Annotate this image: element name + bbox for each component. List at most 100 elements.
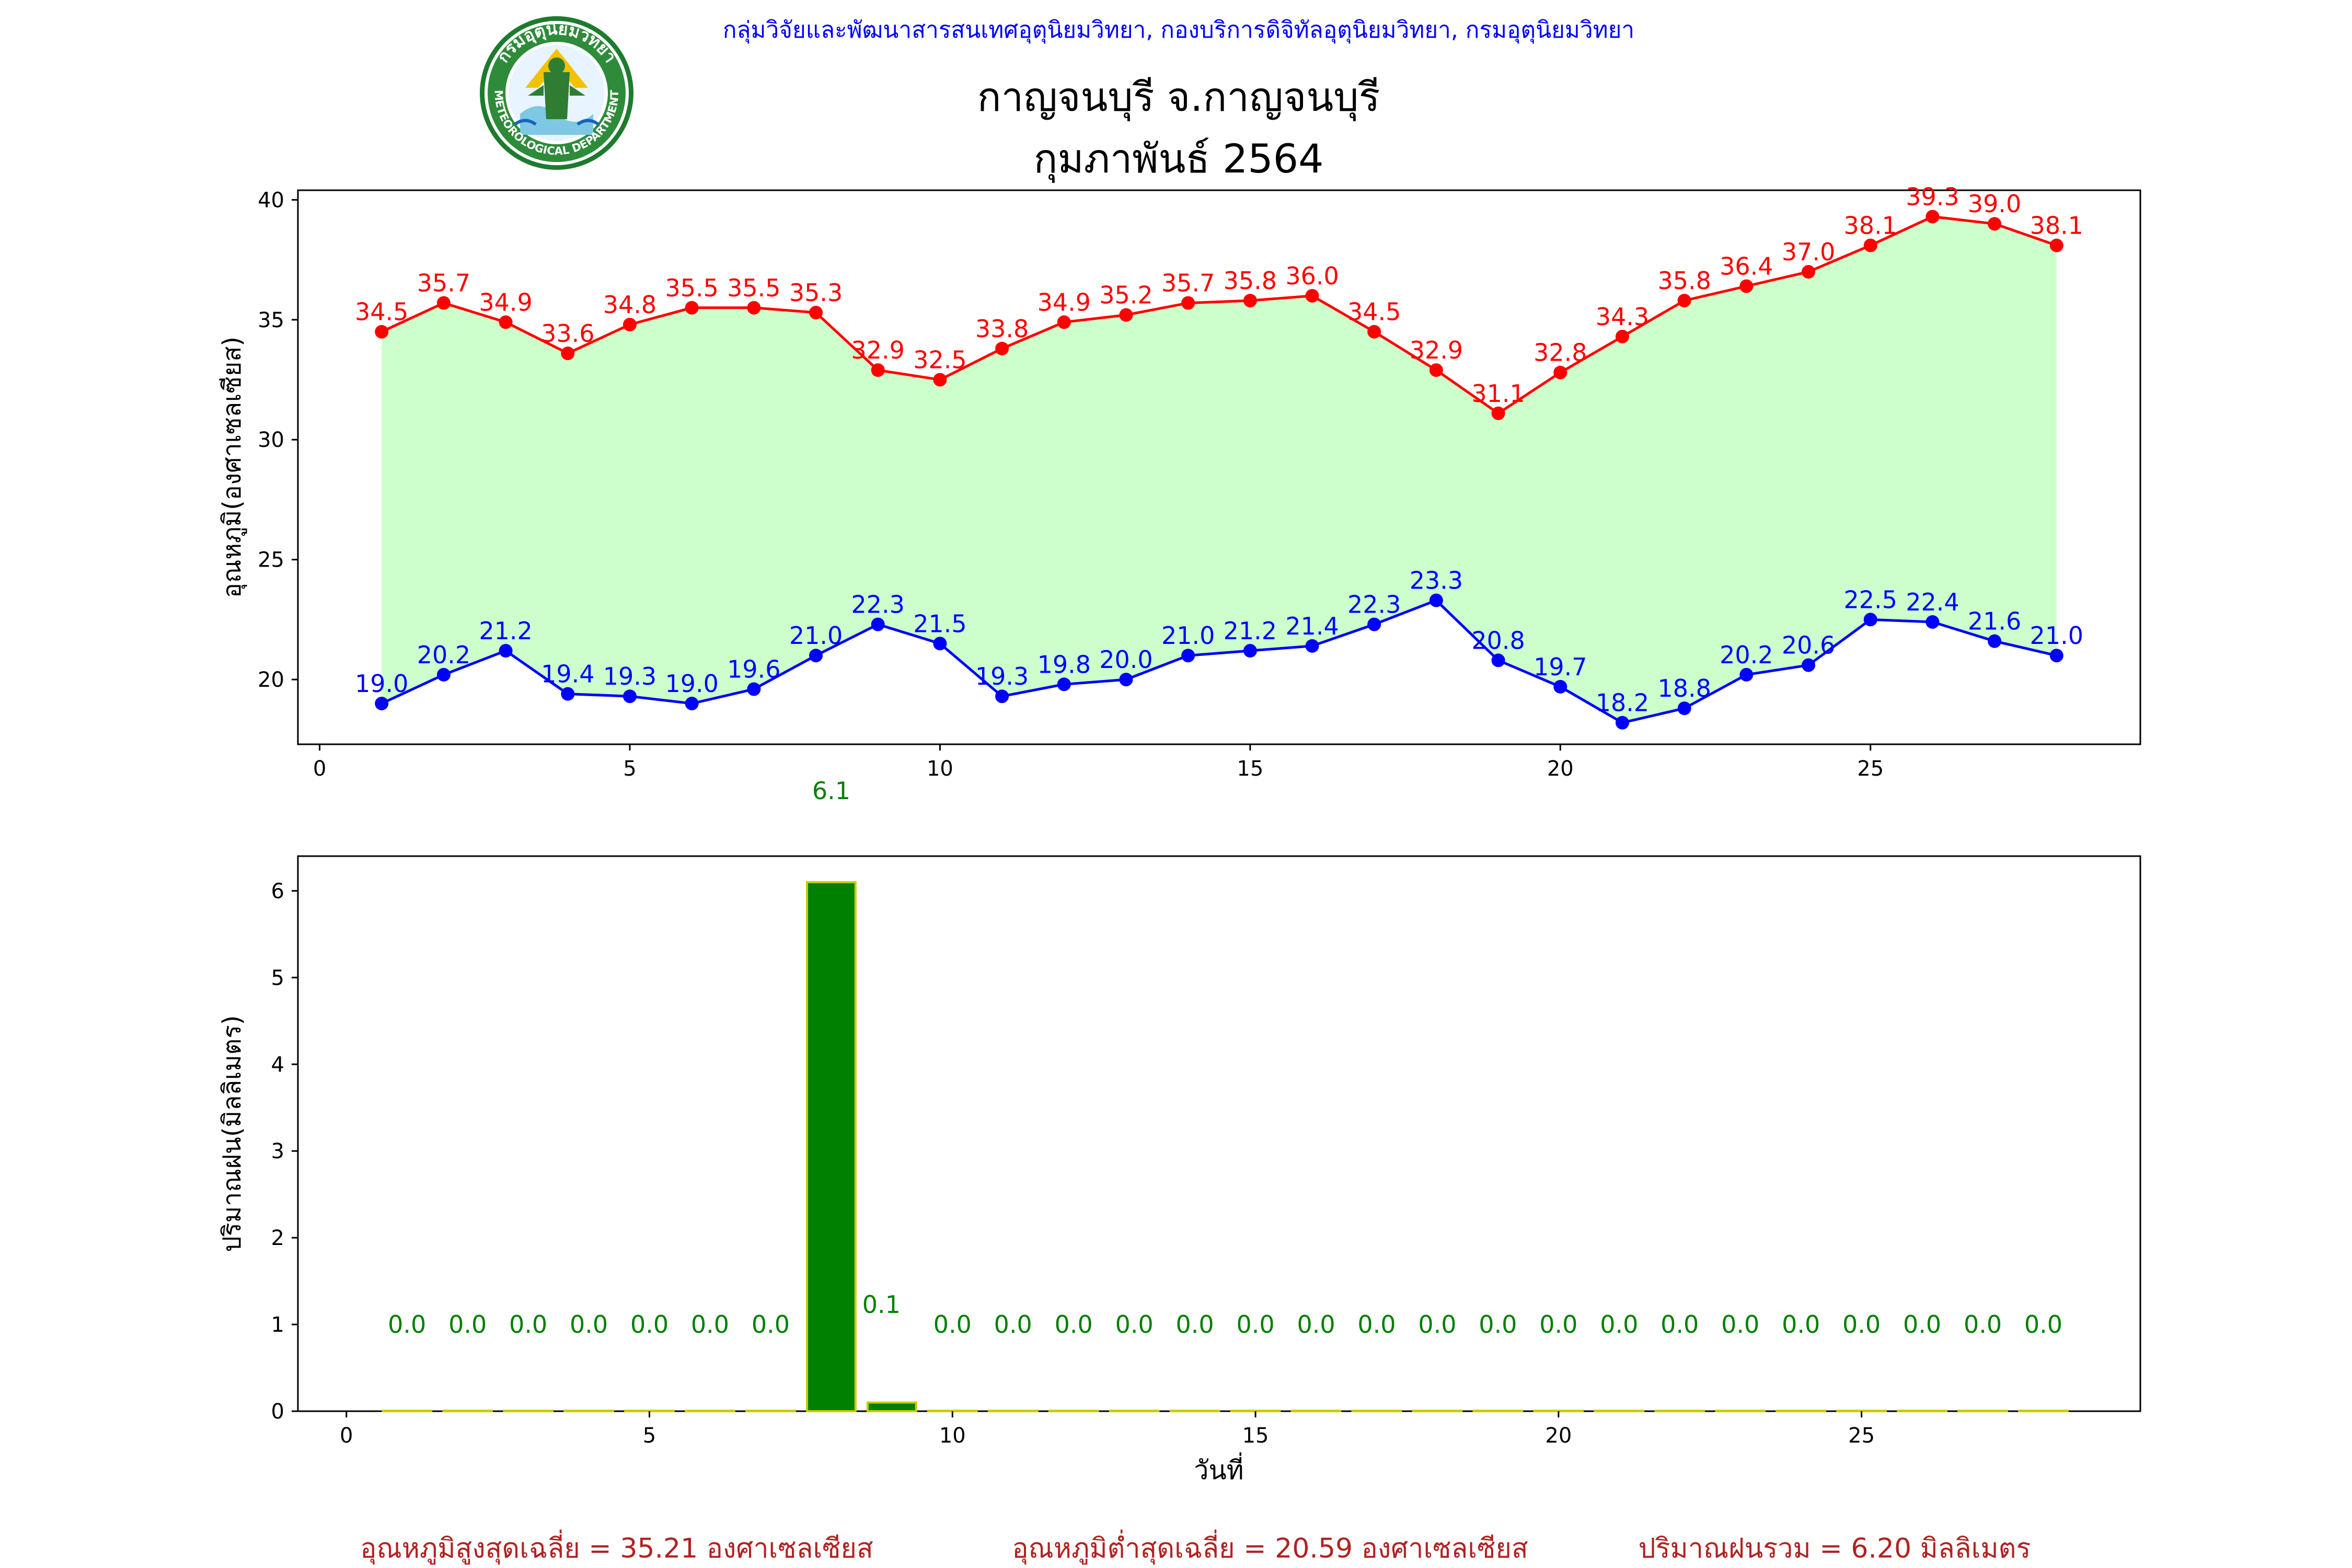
min-temperature-point	[375, 696, 389, 710]
temperature-range-fill	[382, 216, 2057, 723]
min-temperature-point	[1553, 679, 1567, 694]
max-temperature-point	[375, 325, 389, 339]
min-temperature-label: 19.6	[727, 655, 780, 683]
rain-value-label: 0.0	[1176, 1310, 1214, 1339]
temperature-x-tick-label: 10	[927, 757, 953, 781]
rainfall-chart: ปริมาณฝน(มิลลิเมตร) วันที่ 0.0 0.0 0.0 0.0 0…	[217, 777, 2141, 1485]
rain-value-label: 0.0	[1297, 1310, 1335, 1339]
rain-value-label: 0.0	[1479, 1310, 1517, 1339]
min-temperature-label: 22.3	[1347, 591, 1401, 619]
temperature-x-tick-label: 15	[1237, 757, 1263, 781]
min-temperature-point	[436, 667, 451, 682]
min-temperature-point	[1863, 613, 1877, 627]
rain-bar	[806, 881, 857, 1412]
max-temperature-point	[1243, 294, 1257, 308]
rain-value-label: 0.0	[1721, 1310, 1759, 1339]
org-line: กลุ่มวิจัยและพัฒนาสารสนเทศอุตุนิยมวิทยา,…	[723, 17, 1634, 44]
rain-x-tick-label: 25	[1848, 1424, 1875, 1448]
max-temperature-point	[1429, 363, 1443, 377]
max-temperature-point	[1988, 217, 2002, 231]
temperature-x-tick-label: 0	[313, 757, 326, 781]
rain-y-tick-label: 6	[271, 879, 284, 903]
max-temperature-point	[1057, 315, 1071, 329]
min-temperature-point	[747, 682, 761, 696]
rain-value-label: 0.0	[388, 1310, 426, 1339]
meteorological-department-logo: กรมอุตุนิยมวิทยา METEOROLOGICAL DEPARTME…	[480, 16, 633, 170]
temperature-y-tick-label: 20	[258, 668, 284, 692]
min-temperature-point	[1181, 649, 1195, 663]
rain-y-tick-label: 2	[271, 1226, 284, 1250]
rain-y-tick-label: 0	[271, 1400, 284, 1424]
rain-value-label: 0.0	[1418, 1310, 1456, 1339]
max-temperature-label: 34.3	[1596, 303, 1649, 331]
min-temperature-label: 20.0	[1099, 645, 1152, 674]
rain-value-label: 6.1	[812, 777, 850, 805]
max-temperature-label: 35.5	[665, 274, 718, 302]
rain-x-tick-label: 15	[1242, 1424, 1269, 1448]
max-temperature-point	[809, 306, 823, 320]
rain-y-tick-label: 4	[271, 1053, 284, 1077]
max-temperature-label: 32.9	[851, 336, 905, 364]
min-temperature-point	[1615, 716, 1629, 730]
max-temperature-label: 36.4	[1720, 252, 1773, 281]
rain-value-label: 0.0	[1600, 1310, 1638, 1339]
min-temperature-label: 21.0	[2030, 621, 2083, 650]
rain-value-label: 0.0	[994, 1310, 1032, 1339]
min-temperature-point	[1429, 593, 1443, 607]
temperature-x-tick-label: 25	[1857, 757, 1884, 781]
min-temperature-label: 21.0	[789, 621, 843, 650]
min-temperature-line	[381, 598, 2057, 724]
rain-x-tick-label: 0	[340, 1424, 353, 1448]
avg-max-summary: อุณหภูมิสูงสุดเฉลี่ย = 35.21 องศาเซลเซีย…	[360, 1529, 873, 1565]
rain-value-label: 0.0	[752, 1310, 790, 1339]
day-axis-label: วันที่	[1194, 1452, 1243, 1485]
rainfall-axis-label: ปริมาณฝน(มิลลิเมตร)	[217, 1015, 247, 1252]
max-temperature-label: 34.5	[1347, 298, 1401, 326]
min-temperature-label: 19.7	[1534, 653, 1587, 681]
max-temperature-label: 37.0	[1782, 238, 1835, 266]
min-temperature-label: 20.8	[1471, 626, 1525, 654]
max-temperature-label: 35.5	[727, 274, 780, 302]
max-temperature-point	[1305, 289, 1319, 303]
rain-value-label: 0.0	[509, 1310, 547, 1339]
min-temperature-point	[1305, 639, 1319, 653]
max-temperature-line	[381, 215, 2057, 415]
rain-bar	[866, 1401, 917, 1412]
min-temperature-point	[1491, 653, 1505, 667]
rain-x-tick-label: 10	[939, 1424, 966, 1448]
rain-value-label: 0.1	[862, 1290, 901, 1319]
rain-value-label: 0.0	[2024, 1310, 2062, 1339]
min-temperature-point	[871, 617, 885, 631]
max-temperature-label: 38.1	[1844, 212, 1897, 240]
min-temperature-label: 19.4	[541, 660, 594, 688]
min-temperature-label: 20.6	[1782, 631, 1835, 660]
max-temperature-point	[499, 315, 513, 329]
rain-value-label: 0.0	[1236, 1310, 1274, 1339]
min-temperature-label: 18.2	[1596, 689, 1649, 717]
rain-value-label: 0.0	[691, 1310, 729, 1339]
min-temperature-label: 19.8	[1037, 650, 1091, 678]
max-temperature-point	[1863, 238, 1877, 252]
rain-x-tick-label: 5	[643, 1424, 656, 1448]
period-title: กุมภาพันธ์ 2564	[1034, 135, 1324, 183]
rain-value-label: 0.0	[1842, 1310, 1881, 1339]
min-temperature-point	[809, 649, 823, 663]
rain-value-label: 0.0	[1115, 1310, 1154, 1339]
max-temperature-label: 35.7	[1161, 269, 1215, 297]
max-temperature-label: 39.3	[1906, 182, 1959, 211]
min-temperature-point	[685, 696, 699, 710]
max-temperature-label: 33.8	[975, 315, 1029, 343]
max-temperature-label: 38.1	[2030, 212, 2083, 240]
temperature-x-tick-label: 5	[623, 757, 636, 781]
max-temperature-label: 34.9	[479, 288, 532, 316]
min-temperature-point	[1367, 617, 1381, 631]
rain-y-tick-label: 1	[271, 1313, 284, 1337]
max-temperature-label: 39.0	[1968, 190, 2021, 218]
min-temperature-point	[1988, 634, 2002, 648]
temperature-y-tick-label: 40	[258, 188, 284, 212]
max-temperature-point	[1181, 296, 1195, 310]
min-temperature-label: 22.4	[1906, 588, 1959, 616]
max-temperature-point	[622, 317, 637, 331]
max-temperature-point	[685, 301, 699, 315]
